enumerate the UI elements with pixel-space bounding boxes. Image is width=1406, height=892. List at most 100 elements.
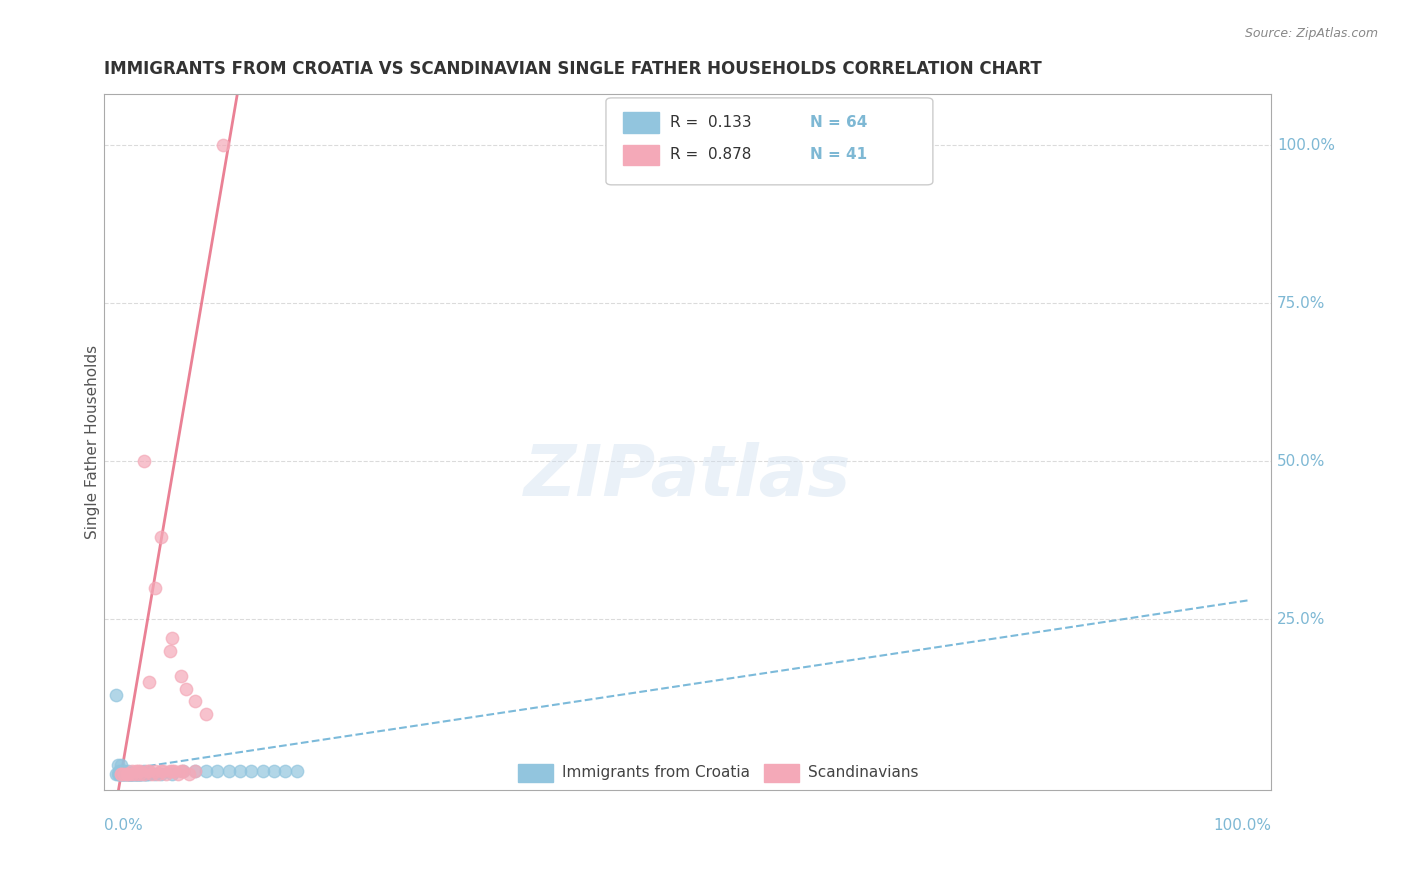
Text: R =  0.878: R = 0.878 — [671, 147, 752, 162]
Point — [112, 767, 135, 781]
Point — [149, 764, 172, 778]
Point — [115, 767, 138, 781]
Point — [172, 764, 194, 778]
Text: 100.0%: 100.0% — [1213, 818, 1271, 833]
Point — [160, 631, 183, 645]
Bar — [623, 112, 658, 133]
Point — [132, 767, 155, 781]
Point — [118, 767, 141, 781]
Point — [218, 764, 240, 778]
Point — [124, 767, 146, 781]
FancyBboxPatch shape — [606, 98, 932, 185]
Point — [112, 767, 135, 781]
Point — [127, 767, 149, 781]
Point — [112, 764, 135, 778]
Point — [125, 767, 148, 781]
Point — [121, 764, 143, 778]
Y-axis label: Single Father Households: Single Father Households — [86, 345, 100, 540]
Point — [127, 767, 149, 781]
Point — [108, 767, 131, 781]
Text: IMMIGRANTS FROM CROATIA VS SCANDINAVIAN SINGLE FATHER HOUSEHOLDS CORRELATION CHA: IMMIGRANTS FROM CROATIA VS SCANDINAVIAN … — [104, 60, 1042, 78]
Point — [160, 767, 183, 781]
Point — [124, 767, 146, 781]
Text: 0.0%: 0.0% — [104, 818, 142, 833]
Text: ZIPatlas: ZIPatlas — [524, 442, 852, 511]
Point — [122, 767, 145, 781]
Point — [129, 767, 152, 781]
Point — [117, 767, 139, 781]
Point — [120, 767, 142, 781]
Point — [112, 767, 135, 781]
Bar — [763, 764, 799, 781]
Point — [129, 764, 152, 778]
Point — [127, 764, 149, 778]
Text: Scandinavians: Scandinavians — [808, 765, 918, 780]
Text: 100.0%: 100.0% — [1277, 137, 1336, 153]
Point — [143, 581, 166, 595]
Point — [143, 764, 166, 778]
Point — [118, 767, 141, 781]
Point — [124, 767, 146, 781]
Point — [112, 767, 135, 781]
Point — [121, 767, 143, 781]
Point — [129, 767, 152, 781]
Point — [148, 767, 170, 781]
Point — [105, 767, 128, 781]
Point — [111, 764, 134, 778]
Point — [138, 675, 160, 690]
Point — [120, 767, 142, 781]
Point — [107, 764, 129, 778]
Point — [136, 764, 159, 778]
Point — [124, 764, 146, 778]
Text: 75.0%: 75.0% — [1277, 295, 1326, 310]
Text: 50.0%: 50.0% — [1277, 454, 1326, 468]
Point — [118, 767, 141, 781]
Point — [124, 767, 146, 781]
Text: Source: ZipAtlas.com: Source: ZipAtlas.com — [1244, 27, 1378, 40]
Text: N = 64: N = 64 — [810, 115, 868, 129]
Point — [110, 757, 132, 772]
Point — [111, 767, 134, 781]
Point — [129, 767, 152, 781]
Point — [121, 767, 143, 781]
Point — [115, 767, 138, 781]
Point — [117, 764, 139, 778]
Point — [149, 767, 172, 781]
Point — [174, 681, 197, 696]
Point — [183, 694, 205, 708]
Point — [143, 767, 166, 781]
Point — [166, 767, 188, 781]
Point — [110, 767, 132, 781]
Text: N = 41: N = 41 — [810, 147, 868, 162]
Point — [183, 764, 205, 778]
Point — [159, 764, 181, 778]
Point — [285, 764, 308, 778]
Point — [172, 764, 194, 778]
Text: Immigrants from Croatia: Immigrants from Croatia — [561, 765, 749, 780]
Point — [115, 767, 138, 781]
Point — [118, 767, 141, 781]
Point — [274, 764, 297, 778]
Point — [163, 764, 186, 778]
Point — [115, 767, 138, 781]
Point — [110, 767, 132, 781]
Point — [229, 764, 252, 778]
Point — [121, 767, 143, 781]
Point — [124, 767, 146, 781]
Point — [138, 764, 160, 778]
Point — [240, 764, 263, 778]
Point — [114, 767, 136, 781]
Point — [141, 767, 163, 781]
Point — [132, 764, 155, 778]
Point — [136, 767, 159, 781]
Point — [131, 767, 153, 781]
Point — [183, 764, 205, 778]
Point — [155, 767, 177, 781]
Point — [152, 764, 174, 778]
Point — [132, 454, 155, 468]
Point — [170, 764, 193, 778]
Point — [131, 767, 153, 781]
Point — [118, 767, 141, 781]
Point — [122, 767, 145, 781]
Point — [212, 138, 235, 153]
